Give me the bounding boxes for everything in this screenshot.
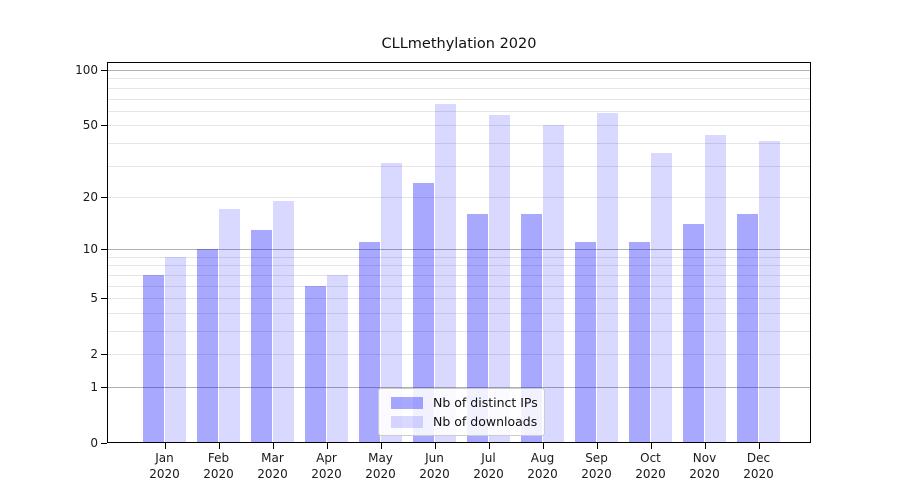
gridline-minor (108, 274, 810, 276)
x-tick-label: Jul 2020 (473, 451, 504, 481)
gridline-minor (108, 98, 810, 100)
x-tick-label: Dec 2020 (743, 451, 774, 481)
chart-title: CLLmethylation 2020 (381, 36, 537, 52)
x-tick-mark (650, 443, 652, 449)
gridline-minor (108, 165, 810, 167)
legend-swatch-distinct-ips (391, 396, 423, 409)
bar-downloads-sep (596, 113, 619, 443)
x-tick-mark (758, 443, 760, 449)
x-tick-mark (542, 443, 544, 449)
bar-distinct-ips-jun (412, 182, 435, 443)
bar-distinct-ips-nov (682, 224, 705, 443)
y-tick-mark (101, 354, 107, 356)
gridline-major (108, 70, 810, 71)
gridline-major (108, 387, 810, 388)
y-tick-label: 2 (90, 347, 98, 362)
y-tick-label: 50 (82, 118, 98, 133)
bar-downloads-jun (434, 104, 457, 443)
bar-downloads-aug (542, 125, 565, 443)
bar-distinct-ips-sep (574, 242, 597, 443)
y-tick-mark (101, 298, 107, 300)
y-tick-label: 100 (75, 63, 98, 77)
gridline-minor (108, 298, 810, 300)
x-tick-mark (488, 443, 490, 449)
bar-distinct-ips-oct (628, 242, 651, 443)
bar-distinct-ips-jan (142, 274, 165, 443)
legend-item-downloads: Nb of downloads (391, 414, 544, 429)
legend-swatch-downloads (391, 415, 423, 428)
y-tick-mark (101, 70, 107, 71)
gridline-minor (108, 142, 810, 144)
gridline-minor (108, 265, 810, 267)
gridline-minor (108, 110, 810, 112)
x-tick-mark (380, 443, 382, 449)
x-tick-mark (272, 443, 274, 449)
x-tick-label: Oct 2020 (635, 451, 666, 481)
x-tick-label: Apr 2020 (311, 451, 342, 481)
y-tick-label: 20 (82, 189, 98, 204)
x-tick-mark (704, 443, 706, 449)
bar-downloads-mar (272, 200, 295, 443)
gridline-minor (108, 78, 810, 80)
gridline-minor (108, 331, 810, 332)
gridline-minor (108, 312, 810, 314)
legend-label-downloads: Nb of downloads (433, 414, 538, 429)
x-tick-label: Aug 2020 (527, 451, 558, 481)
legend: Nb of distinct IPs Nb of downloads (378, 388, 545, 436)
y-tick-label: 5 (90, 291, 98, 306)
y-tick-label: 1 (90, 380, 98, 394)
gridline-minor (108, 125, 810, 127)
x-tick-label: Feb 2020 (203, 451, 234, 481)
gridline-major (108, 249, 810, 251)
x-tick-mark (164, 443, 166, 449)
bar-distinct-ips-dec (736, 214, 759, 443)
x-tick-label: Nov 2020 (689, 451, 720, 481)
bar-distinct-ips-feb (196, 249, 219, 443)
bar-distinct-ips-jul (466, 214, 489, 443)
bar-downloads-apr (326, 274, 349, 443)
x-tick-label: Jun 2020 (419, 451, 450, 481)
x-tick-label: Sep 2020 (581, 451, 612, 481)
y-tick-label: 10 (82, 242, 98, 257)
y-tick-label: 0 (90, 436, 98, 450)
x-tick-mark (326, 443, 328, 449)
gridline-minor (108, 285, 810, 287)
bar-distinct-ips-apr (304, 285, 327, 443)
bar-downloads-dec (758, 140, 781, 443)
bar-downloads-may (380, 162, 403, 443)
x-tick-mark (596, 443, 598, 449)
x-tick-mark (434, 443, 436, 449)
x-tick-label: May 2020 (365, 451, 396, 481)
legend-item-distinct-ips: Nb of distinct IPs (391, 395, 544, 410)
gridline-minor (108, 87, 810, 89)
x-tick-mark (218, 443, 220, 449)
bar-downloads-oct (650, 153, 673, 443)
gridline-minor (108, 354, 810, 356)
bar-downloads-jan (164, 256, 187, 443)
legend-label-distinct-ips: Nb of distinct IPs (433, 395, 538, 410)
gridline-minor (108, 256, 810, 258)
y-tick-mark (101, 249, 107, 251)
bar-distinct-ips-may (358, 242, 381, 443)
bar-distinct-ips-aug (520, 214, 543, 443)
bar-downloads-feb (218, 209, 241, 443)
y-tick-mark (101, 196, 107, 198)
y-tick-mark (101, 125, 107, 127)
bar-downloads-nov (704, 135, 727, 443)
y-tick-mark (101, 443, 107, 444)
y-tick-mark (101, 387, 107, 388)
x-tick-label: Mar 2020 (257, 451, 288, 481)
bar-distinct-ips-mar (250, 229, 273, 443)
bar-downloads-jul (488, 114, 511, 443)
gridline-minor (108, 196, 810, 198)
x-tick-label: Jan 2020 (149, 451, 180, 481)
